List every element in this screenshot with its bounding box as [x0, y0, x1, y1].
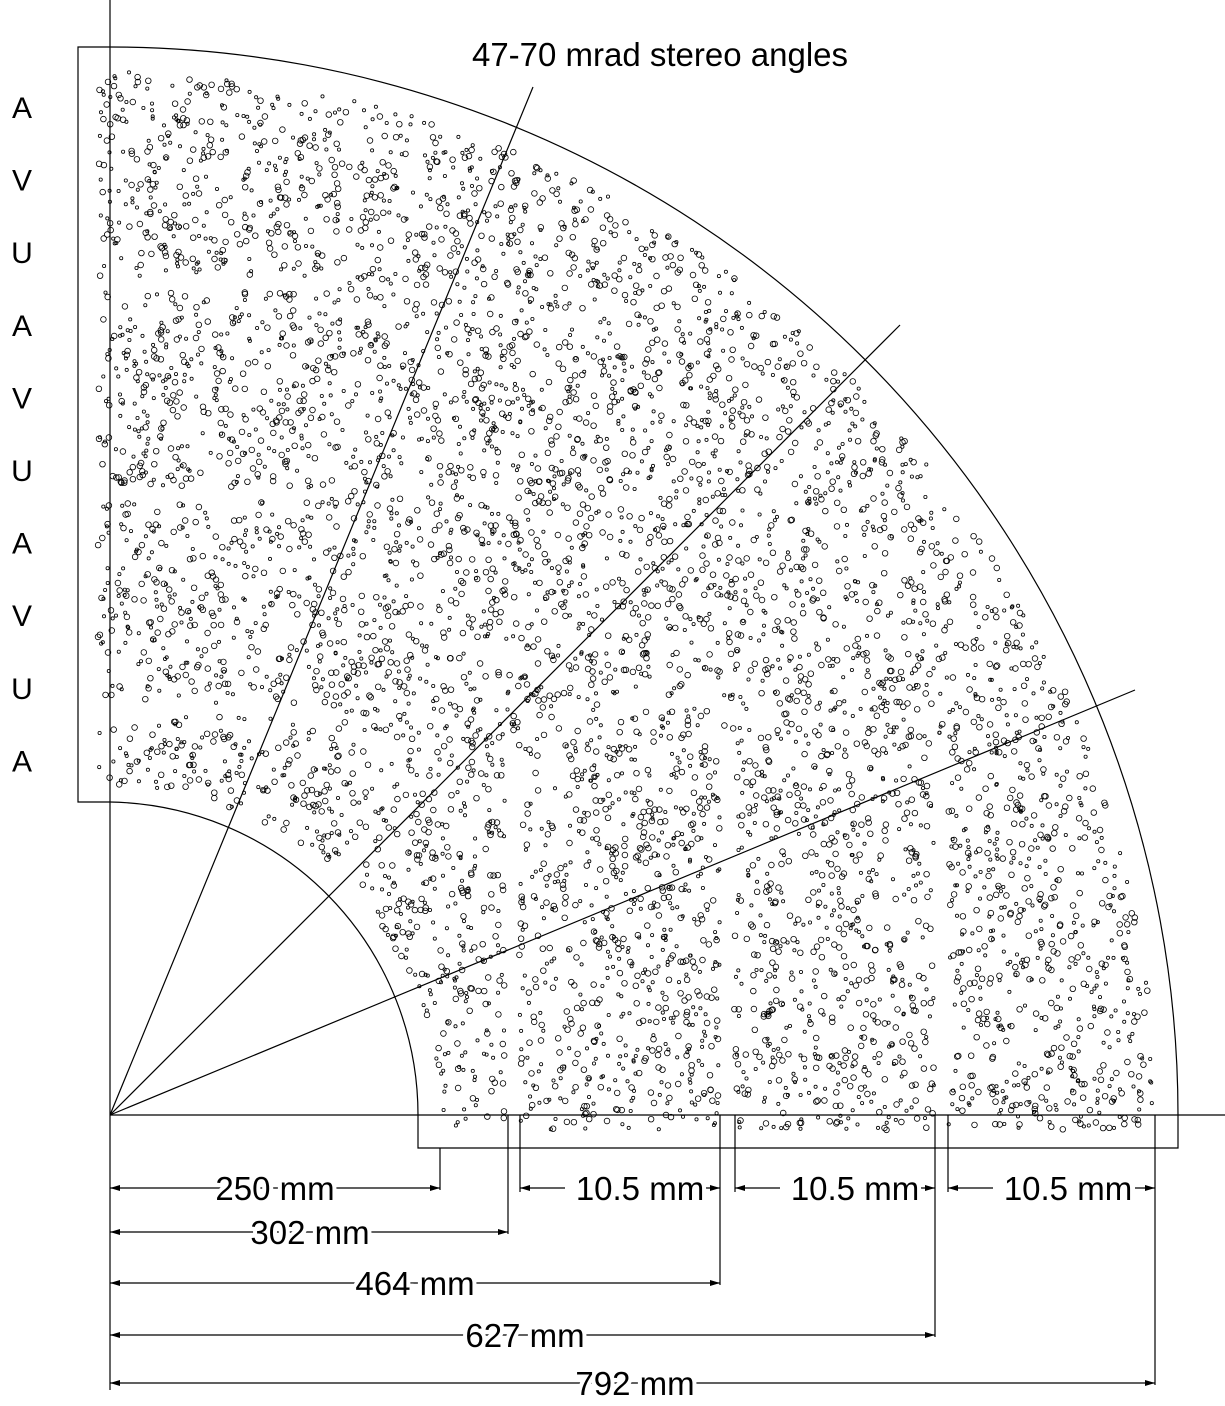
dimension-label: 627 mm — [465, 1317, 584, 1354]
layer-label: U — [11, 673, 33, 706]
layer-label: U — [11, 455, 33, 488]
dimensions: 250 mm 302 mm 464 mm 627 mm 792 mm 10.5 mm 10.… — [110, 1170, 1155, 1402]
diagram: 47-70 mrad stereo angles A V U A V U A V U A 250 … — [0, 0, 1225, 1406]
dimension-label: 10.5 mm — [576, 1170, 704, 1207]
radial-line — [110, 690, 1135, 1115]
layer-label: V — [12, 600, 32, 633]
layer-label: A — [12, 745, 32, 778]
layer-label: A — [12, 528, 32, 561]
radial-line — [110, 87, 533, 1115]
title: 47-70 mrad stereo angles — [472, 36, 848, 73]
dimension-label: 792 mm — [575, 1365, 694, 1402]
layer-label: U — [11, 237, 33, 270]
dimension-label: 10.5 mm — [1004, 1170, 1132, 1207]
layer-label: A — [12, 92, 32, 125]
dimension-label: 302 mm — [250, 1214, 369, 1251]
layer-labels: A V U A V U A V U A — [11, 92, 33, 778]
layer-label: V — [12, 165, 32, 198]
radial-line — [110, 325, 900, 1115]
straw-pattern — [95, 71, 1153, 1133]
dimension-label: 464 mm — [355, 1265, 474, 1302]
layer-label: A — [12, 310, 32, 343]
layer-label: V — [12, 382, 32, 415]
dimension-label: 10.5 mm — [791, 1170, 919, 1207]
dimension-label: 250 mm — [215, 1170, 334, 1207]
